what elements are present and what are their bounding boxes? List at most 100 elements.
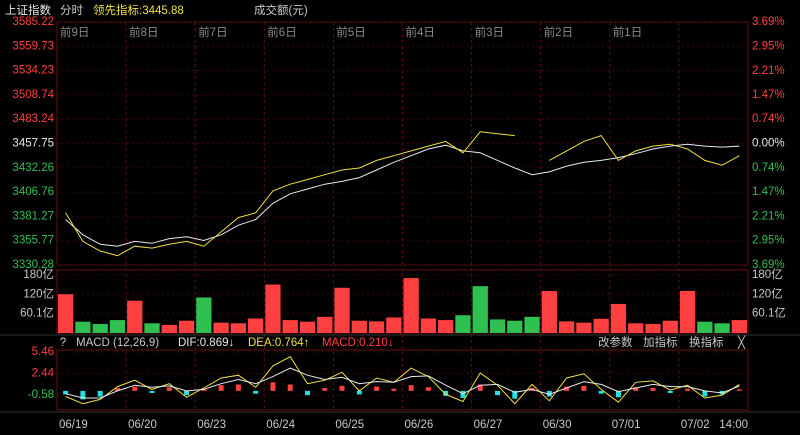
macd-title: MACD (12,26,9) bbox=[76, 337, 159, 349]
day-label: 前8日 bbox=[129, 25, 158, 39]
volume-bar bbox=[697, 321, 713, 333]
y-tick-label: 3355.77 bbox=[12, 235, 54, 247]
y2-tick-label: 120亿 bbox=[752, 287, 783, 300]
volume-bar bbox=[576, 322, 592, 333]
y-tick-label: 2.44 bbox=[32, 368, 55, 380]
indicator-button[interactable]: ╳ bbox=[737, 335, 746, 349]
dea-label: DEA:0.764↑ bbox=[248, 337, 309, 349]
y-tick-label: 3508.74 bbox=[12, 89, 54, 101]
volume-bar bbox=[196, 297, 212, 333]
y2-tick-label: 0.00% bbox=[752, 138, 785, 150]
volume-bar bbox=[127, 300, 143, 333]
y-tick-label: 3559.73 bbox=[12, 40, 54, 52]
volume-bar bbox=[75, 321, 91, 333]
y2-tick-label: 60.1亿 bbox=[752, 307, 786, 320]
volume-bar bbox=[351, 320, 367, 333]
volume-bar bbox=[248, 318, 264, 333]
day-label: 前3日 bbox=[475, 25, 504, 39]
y-tick-label: 3585.22 bbox=[12, 16, 54, 28]
volume-bar bbox=[645, 323, 661, 333]
volume-bar bbox=[386, 317, 402, 333]
day-label: 前6日 bbox=[267, 25, 296, 39]
volume-bar bbox=[628, 323, 644, 333]
volume-bar bbox=[403, 278, 419, 333]
date-label: 06/20 bbox=[128, 419, 157, 431]
date-label: 14:00 bbox=[719, 419, 748, 431]
volume-bar bbox=[438, 320, 454, 333]
y2-tick-label: 3.69% bbox=[752, 259, 785, 271]
date-label: 06/26 bbox=[405, 419, 434, 431]
volume-unit: 成交额(元) bbox=[254, 3, 308, 17]
volume-bar bbox=[368, 321, 385, 333]
y2-tick-label: 1.47% bbox=[752, 186, 785, 198]
date-label: 06/30 bbox=[543, 419, 572, 431]
volume-bar bbox=[662, 320, 678, 333]
volume-bar bbox=[144, 323, 160, 333]
price-line bbox=[65, 131, 740, 257]
day-label: 前5日 bbox=[336, 25, 365, 39]
volume-bar bbox=[558, 321, 575, 333]
date-label: 06/25 bbox=[335, 419, 364, 431]
volume-bar bbox=[334, 287, 350, 333]
volume-bar bbox=[265, 284, 281, 333]
y-tick-label: 3381.27 bbox=[12, 210, 54, 222]
day-label: 前1日 bbox=[613, 25, 642, 39]
day-label: 前4日 bbox=[406, 25, 435, 39]
y2-tick-label: 0.74% bbox=[752, 162, 785, 174]
y-tick-label: 3406.76 bbox=[12, 186, 54, 198]
volume-bar bbox=[178, 320, 195, 333]
y-tick-label: 5.46 bbox=[32, 346, 54, 358]
volume-bar bbox=[593, 318, 609, 333]
y2-tick-label: 2.95% bbox=[752, 40, 785, 52]
volume-bar bbox=[92, 323, 108, 333]
volume-bar bbox=[282, 320, 298, 333]
y-tick-label: 3432.26 bbox=[12, 162, 54, 174]
dif-label: DIF:0.869↓ bbox=[178, 337, 234, 349]
macd-label: MACD:0.210↓ bbox=[322, 337, 394, 349]
lead-indicator: 领先指标:3445.88 bbox=[93, 3, 184, 17]
day-label: 前9日 bbox=[60, 25, 89, 39]
y2-tick-label: 2.21% bbox=[752, 210, 785, 222]
indicator-button[interactable]: 加指标 bbox=[643, 335, 678, 349]
y-tick-label: 60.1亿 bbox=[20, 307, 54, 320]
day-label: 前2日 bbox=[544, 25, 573, 39]
y2-tick-label: 2.95% bbox=[752, 235, 785, 247]
y2-tick-label: 2.21% bbox=[752, 65, 785, 77]
date-label: 06/19 bbox=[59, 419, 88, 431]
volume-bar bbox=[472, 286, 488, 333]
volume-bar bbox=[524, 316, 540, 333]
macd-help[interactable]: ? bbox=[60, 337, 66, 349]
volume-bar bbox=[679, 291, 696, 333]
y-tick-label: -0.58 bbox=[28, 389, 54, 401]
y-tick-label: 180亿 bbox=[23, 268, 54, 281]
macd-line bbox=[65, 356, 740, 405]
volume-bar bbox=[714, 323, 730, 333]
volume-bar bbox=[317, 316, 333, 333]
date-label: 06/23 bbox=[197, 419, 226, 431]
volume-bar bbox=[161, 324, 177, 333]
volume-bar bbox=[731, 320, 747, 333]
indicator-button[interactable]: 改参数 bbox=[598, 335, 633, 349]
macd-frame bbox=[56, 349, 749, 411]
volume-bar bbox=[541, 291, 557, 333]
date-label: 06/27 bbox=[474, 419, 503, 431]
volume-bar bbox=[507, 320, 523, 333]
day-label: 前7日 bbox=[198, 25, 227, 39]
mode[interactable]: 分时 bbox=[60, 4, 83, 17]
y2-tick-label: 3.69% bbox=[752, 16, 785, 28]
volume-bar bbox=[299, 321, 316, 333]
y2-tick-label: 180亿 bbox=[752, 268, 783, 281]
macd-line bbox=[65, 367, 740, 399]
volume-bar bbox=[58, 294, 74, 333]
volume-bar bbox=[610, 303, 627, 333]
indicator-button[interactable]: 换指标 bbox=[689, 335, 724, 349]
volume-bar bbox=[489, 319, 506, 333]
date-label: 07/01 bbox=[612, 419, 641, 431]
y2-tick-label: 0.74% bbox=[752, 113, 785, 125]
date-label: 07/02 bbox=[681, 419, 710, 431]
y2-tick-label: 1.47% bbox=[752, 89, 785, 101]
y-tick-label: 3457.75 bbox=[12, 138, 54, 150]
volume-bar bbox=[230, 323, 247, 333]
